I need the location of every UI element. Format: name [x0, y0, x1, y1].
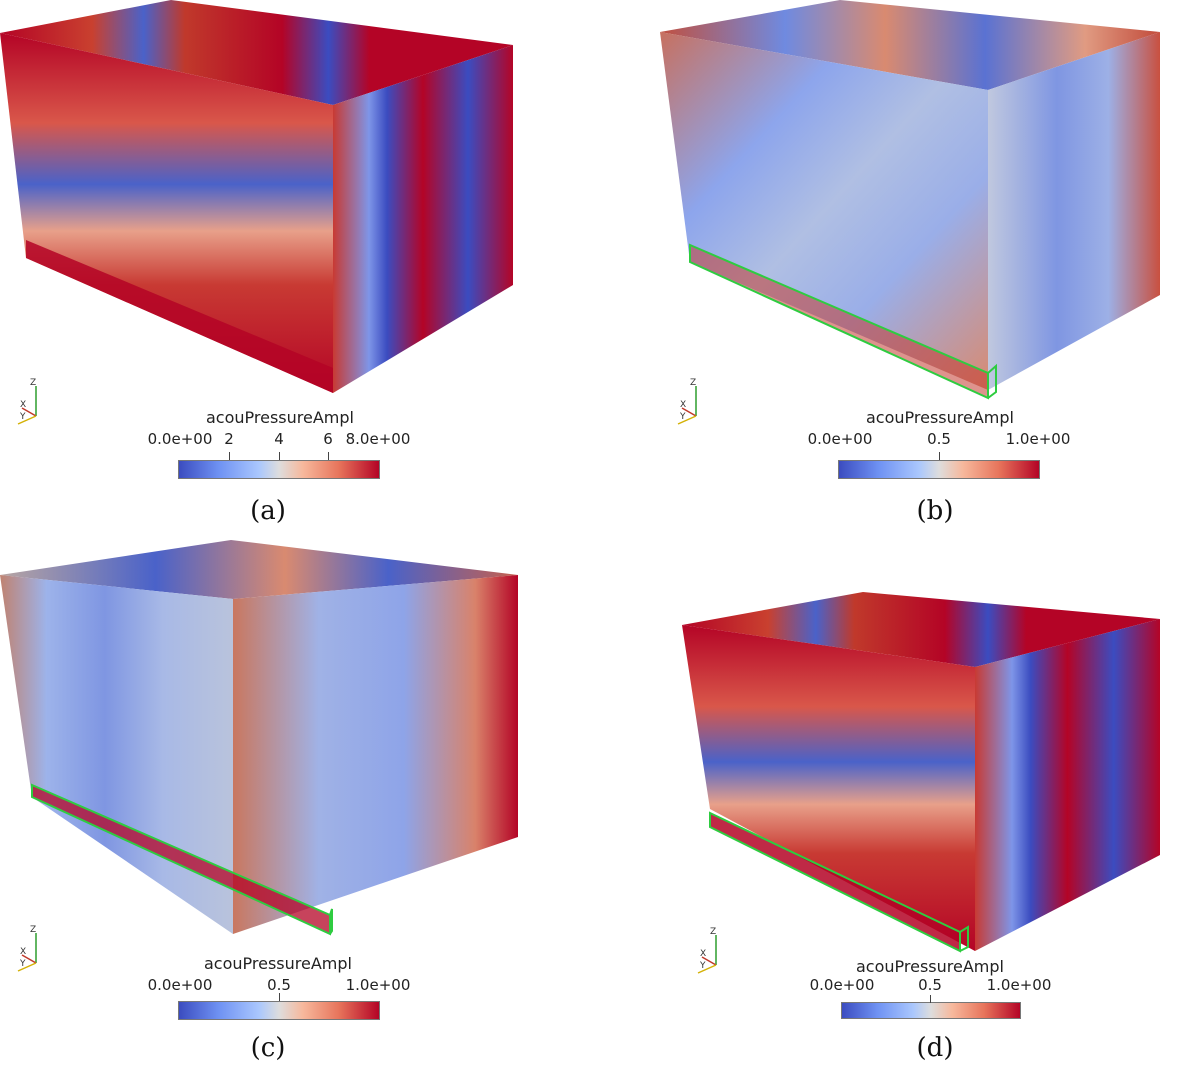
box-top-face [0, 0, 513, 105]
panel-a: Z X Y acouPressureAmpl 0.0e+00 2 4 6 8.0… [0, 0, 600, 537]
box-front-face [0, 575, 233, 934]
colorbar-tick: 1.0e+00 [1005, 430, 1071, 448]
orientation-axes-c: Z X Y [10, 925, 46, 977]
pressure-field-render-b [600, 0, 1200, 500]
colorbar-tick: 0.0e+00 [147, 976, 213, 994]
panel-caption: (b) [916, 496, 954, 526]
panel-caption: (d) [916, 1033, 954, 1063]
orientation-axes-a: Z X Y [10, 378, 46, 430]
colorbar-title: acouPressureAmpl [206, 408, 354, 427]
colorbar-tick: 0.5 [918, 976, 942, 994]
axis-x-label: X [20, 400, 27, 410]
colorbar-tick-mark [328, 452, 329, 460]
orientation-axes-d: Z X Y [690, 927, 726, 979]
inlet-duct [32, 785, 330, 934]
colorbar-tick: 1.0e+00 [986, 976, 1052, 994]
box-top-face [0, 540, 518, 599]
orientation-axes-b: Z X Y [670, 378, 706, 430]
pressure-field-render-a [0, 0, 600, 500]
box-front-face [660, 32, 988, 390]
colorbar-tick: 1.0e+00 [345, 976, 411, 994]
colorbar-tick-mark [279, 993, 280, 1001]
panel-caption: (c) [250, 1033, 286, 1063]
colorbar-tick-mark [229, 452, 230, 460]
colorbar-tick: 8.0e+00 [345, 430, 411, 448]
axis-z-label: Z [710, 927, 717, 937]
colorbar-gradient [838, 460, 1040, 479]
pressure-field-render-d [600, 537, 1200, 1037]
colorbar-tick-mark [930, 995, 931, 1003]
axis-y-label: Y [680, 412, 686, 422]
panel-b: Z X Y acouPressureAmpl 0.0e+00 0.5 1.0e+… [600, 0, 1200, 537]
colorbar-gradient [178, 1001, 380, 1020]
colorbar-title: acouPressureAmpl [866, 408, 1014, 427]
colorbar-gradient [178, 460, 380, 479]
inlet-duct [26, 240, 333, 393]
inlet-duct [710, 813, 960, 951]
colorbar-tick: 0.0e+00 [809, 976, 875, 994]
axis-x-label: X [700, 949, 707, 959]
box-side-face [333, 45, 513, 393]
axis-x-label: X [20, 947, 27, 957]
colorbar-title: acouPressureAmpl [856, 957, 1004, 976]
colorbar-tick: 4 [274, 430, 284, 448]
pressure-field-render-c [0, 537, 600, 1037]
colorbar-tick: 0.0e+00 [807, 430, 873, 448]
colorbar-tick: 2 [224, 430, 234, 448]
box-front-face [682, 625, 975, 951]
box-side-face [975, 619, 1160, 951]
axis-y-label: Y [700, 961, 706, 971]
colorbar-tick: 6 [323, 430, 333, 448]
colorbar-tick-mark [279, 452, 280, 460]
colorbar-tick-mark [939, 452, 940, 460]
axis-z-label: Z [30, 378, 37, 388]
panel-d: Z X Y acouPressureAmpl 0.0e+00 0.5 1.0e+… [600, 537, 1200, 1074]
axis-z-label: Z [30, 925, 37, 935]
axis-y-label: Y [20, 959, 26, 969]
axis-x-label: X [680, 400, 687, 410]
colorbar-gradient [841, 1002, 1021, 1019]
box-side-face [988, 32, 1160, 390]
panel-caption: (a) [250, 496, 286, 526]
colorbar-tick: 0.0e+00 [147, 430, 213, 448]
colorbar-tick: 0.5 [927, 430, 951, 448]
box-top-face [660, 0, 1160, 90]
box-top-face [682, 592, 1160, 667]
axis-z-label: Z [690, 378, 697, 388]
inlet-duct [690, 245, 988, 398]
axis-y-label: Y [20, 412, 26, 422]
colorbar-tick: 0.5 [267, 976, 291, 994]
box-front-face [0, 33, 333, 393]
box-side-face [233, 575, 518, 934]
colorbar-title: acouPressureAmpl [204, 954, 352, 973]
panel-c: Z X Y acouPressureAmpl 0.0e+00 0.5 1.0e+… [0, 537, 600, 1074]
